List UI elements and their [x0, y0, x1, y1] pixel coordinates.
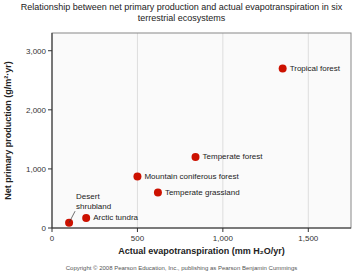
annotation-line: Tropical forest: [290, 64, 341, 73]
annotation-line: shrubland: [76, 202, 111, 211]
chart: Relationship between net primary product…: [0, 0, 363, 274]
x-tick-label: 0: [50, 234, 55, 243]
annotation: Tropical forest: [290, 64, 341, 73]
x-tick-label: 1,500: [298, 234, 319, 243]
y-axis-label: Net primary production (g/m²·yr): [3, 61, 13, 200]
x-tick-label: 1,000: [213, 234, 234, 243]
x-tick: [137, 228, 138, 232]
grid-line: [308, 33, 309, 228]
x-axis-line: [52, 228, 351, 229]
annotation: Temperate grassland: [165, 188, 240, 197]
annotation-line: Mountain coniferous forest: [144, 172, 239, 181]
annotation-line: Desert: [76, 192, 100, 201]
x-tick: [222, 228, 223, 232]
y-tick-label: 2,000: [26, 106, 47, 115]
point: [82, 214, 90, 222]
title-line: terrestrial ecosystems: [138, 13, 226, 23]
x-tick: [308, 228, 309, 232]
grid-line: [222, 33, 223, 228]
plot-frame: [52, 33, 351, 228]
x-axis-label: Actual evapotranspiration (mm H₂O/yr): [118, 246, 285, 256]
title: Relationship between net primary product…: [21, 2, 343, 23]
y-axis-line: [52, 33, 53, 228]
title-line: Relationship between net primary product…: [21, 2, 343, 12]
y-tick-label: 3,000: [26, 47, 47, 56]
y-tick: [48, 50, 52, 51]
points: [65, 64, 287, 226]
y-tick-label: 0: [42, 224, 47, 233]
grid-line: [52, 33, 53, 228]
ticks: 0 500 1,000 1,500 0 1,000 2,000 3,000: [26, 47, 319, 243]
point: [133, 173, 141, 181]
x-tick-label: 500: [131, 234, 145, 243]
point: [279, 64, 287, 72]
annotation: Mountain coniferous forest: [144, 172, 239, 181]
point: [192, 153, 200, 161]
y-tick: [48, 109, 52, 110]
y-tick: [48, 228, 52, 229]
annotations: Desertshrubland Arctic tundra Mountain con…: [76, 64, 341, 223]
grid: [52, 33, 308, 228]
annotation-line: Arctic tundra: [93, 213, 138, 222]
grid-line: [137, 33, 138, 228]
annotation-line: Temperate grassland: [165, 188, 240, 197]
caption: Copyright © 2008 Pearson Education, Inc.…: [66, 265, 298, 271]
annotation: Temperate forest: [203, 152, 264, 161]
annotation: Desertshrubland: [76, 192, 111, 211]
y-tick: [48, 168, 52, 169]
point: [154, 189, 162, 197]
plot-area: [52, 33, 351, 228]
leaders: [69, 211, 75, 223]
annotation: Arctic tundra: [93, 213, 138, 222]
annotation-line: Temperate forest: [203, 152, 264, 161]
x-tick: [52, 228, 53, 232]
y-tick-label: 1,000: [26, 165, 47, 174]
annotation-leader: [69, 211, 75, 223]
